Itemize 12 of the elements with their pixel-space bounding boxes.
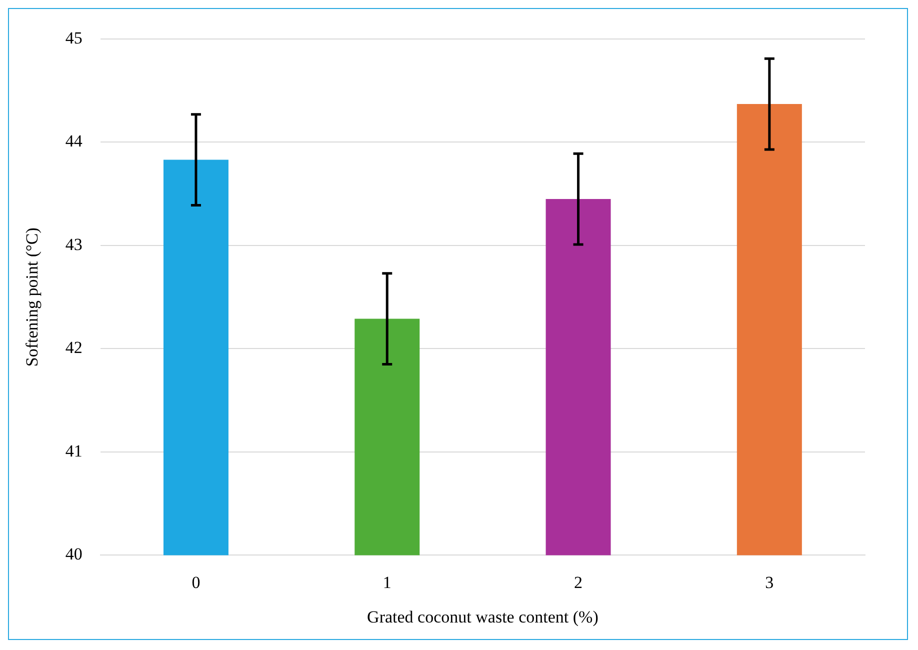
- y-tick-label: 42: [65, 338, 82, 358]
- y-tick-label: 41: [65, 441, 82, 460]
- y-tick-label: 44: [65, 132, 83, 151]
- x-tick-label: 3: [765, 572, 774, 592]
- x-tick-label: 0: [192, 572, 200, 592]
- y-tick-label: 45: [65, 28, 82, 48]
- y-tick-label: 40: [65, 544, 82, 564]
- x-tick-label: 1: [382, 572, 392, 592]
- x-tick-label: 2: [574, 572, 583, 592]
- y-axis-title: Softening point (°C): [22, 228, 42, 367]
- y-tick-label: 43: [65, 234, 82, 254]
- x-axis-title: Grated coconut waste content (%): [367, 607, 598, 626]
